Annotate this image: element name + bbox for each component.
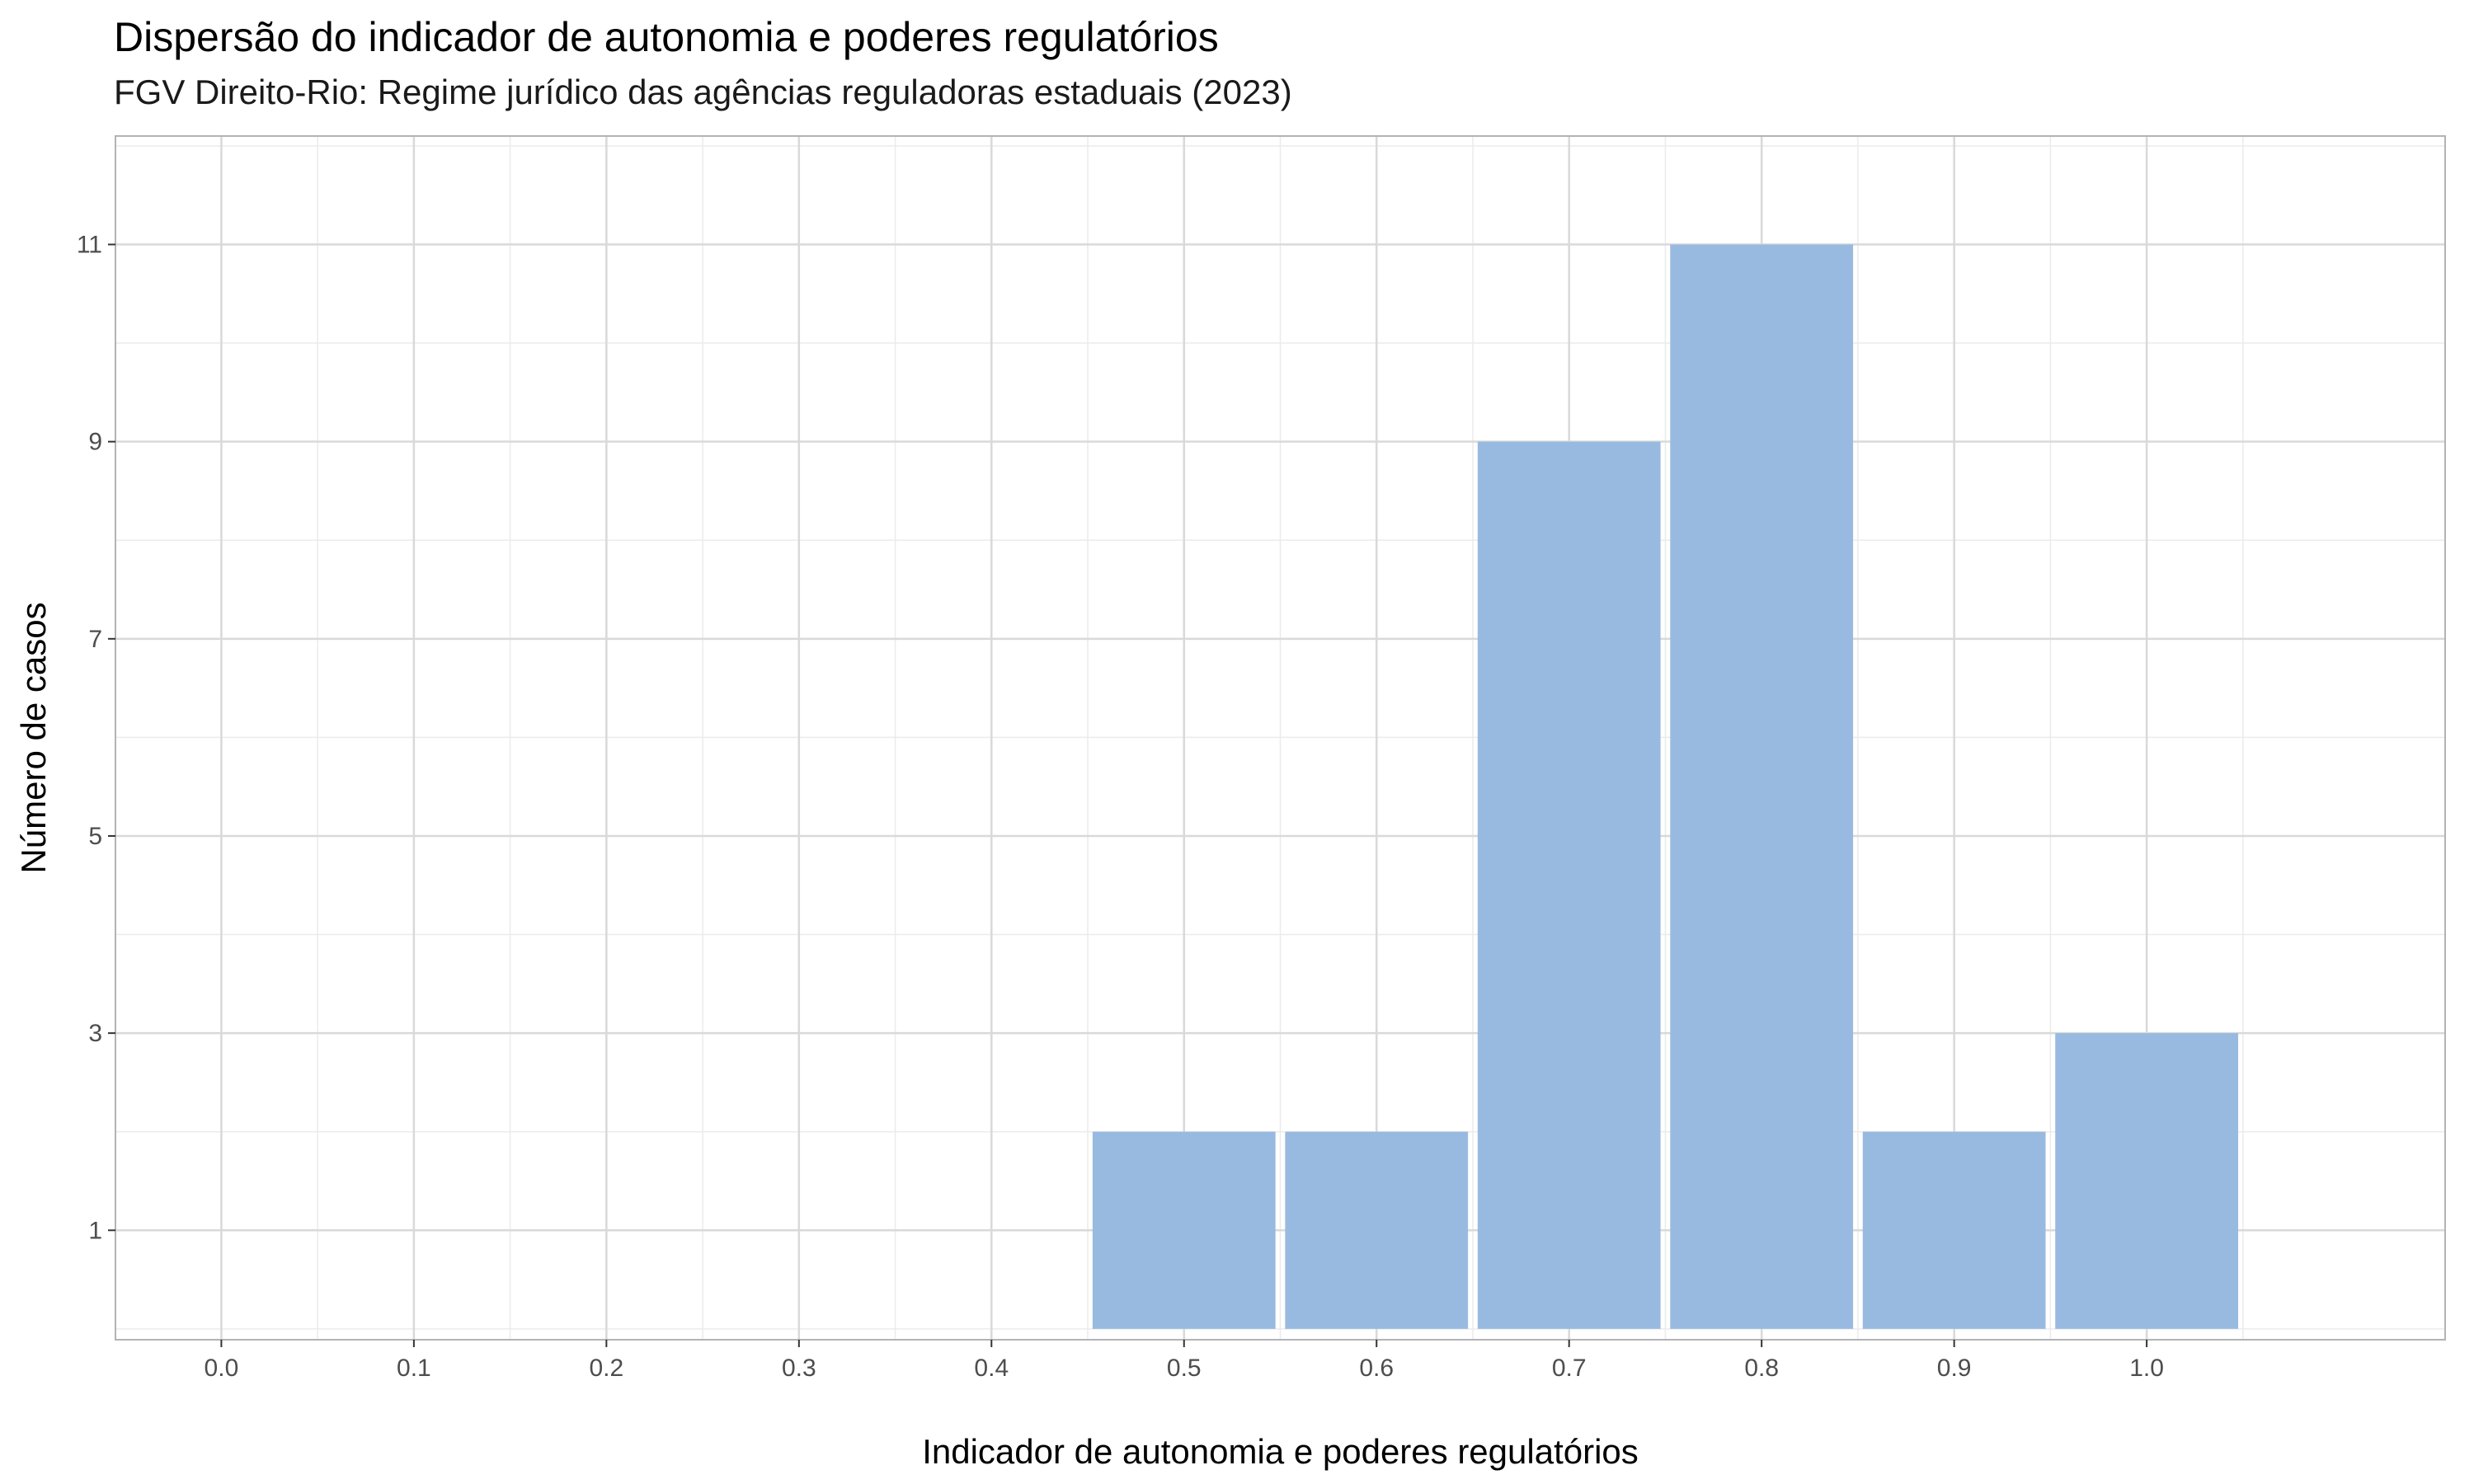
x-tick-label: 0.4 [974, 1355, 1009, 1382]
histogram-bar [1670, 244, 1854, 1329]
bars [1092, 244, 2239, 1329]
histogram-bar [2055, 1033, 2239, 1329]
chart-subtitle: FGV Direito-Rio: Regime jurídico das agê… [114, 73, 1292, 111]
y-tick-label: 9 [88, 429, 102, 456]
y-tick-label: 7 [88, 626, 102, 653]
y-axis-title: Número de casos [14, 602, 53, 873]
x-tick-label: 0.0 [205, 1355, 239, 1382]
x-tick-label: 0.7 [1552, 1355, 1587, 1382]
grid-lines [115, 136, 2445, 1340]
histogram-bar [1285, 1131, 1469, 1329]
chart-title: Dispersão do indicador de autonomia e po… [114, 14, 1219, 60]
histogram-bar [1092, 1131, 1276, 1329]
y-tick-label: 5 [88, 823, 102, 850]
panel-border [115, 135, 2446, 1341]
x-tick-label: 0.3 [782, 1355, 816, 1382]
y-tick-label: 11 [77, 232, 102, 259]
y-tick-label: 1 [88, 1217, 102, 1244]
x-tick-label: 0.1 [397, 1355, 431, 1382]
x-tick-label: 0.6 [1359, 1355, 1394, 1382]
x-tick-label: 0.9 [1937, 1355, 1972, 1382]
x-tick-label: 0.5 [1167, 1355, 1202, 1382]
histogram-bar [1862, 1131, 2046, 1329]
x-tick-label: 0.2 [589, 1355, 623, 1382]
x-axis-title: Indicador de autonomia e poderes regulat… [922, 1432, 1639, 1471]
histogram-bar [1477, 441, 1661, 1329]
y-axis-ticks: 1 3 5 7 9 11 [77, 232, 115, 1244]
x-tick-label: 0.8 [1744, 1355, 1779, 1382]
x-axis-ticks: 0.0 0.1 0.2 0.3 0.4 0.5 0.6 0.7 0.8 0.9 1.0 [205, 1340, 2164, 1382]
x-tick-label: 1.0 [2129, 1355, 2164, 1382]
y-tick-label: 3 [88, 1020, 102, 1047]
